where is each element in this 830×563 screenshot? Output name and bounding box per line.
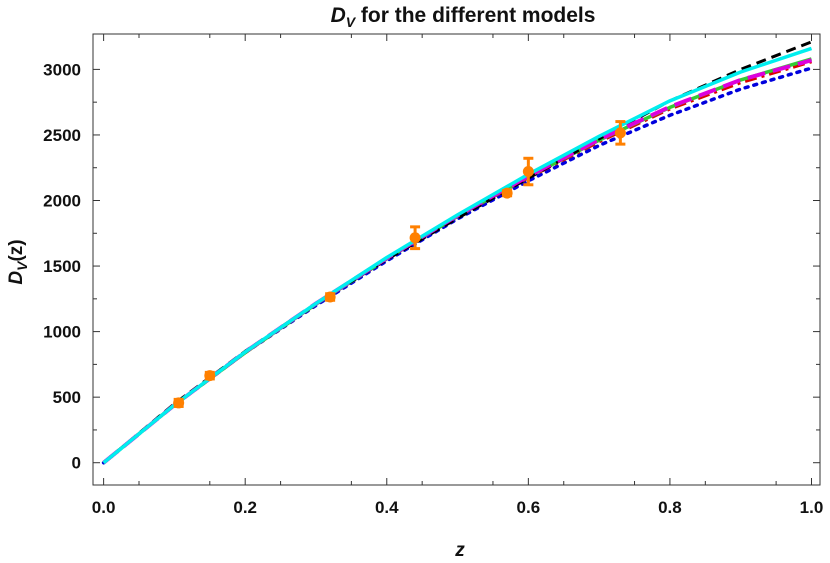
series-line-3 [102, 40, 813, 464]
series-line-5 [102, 46, 813, 465]
x-tick-label: 0.8 [658, 498, 682, 517]
x-tick-label: 0.0 [92, 498, 116, 517]
data-point [409, 232, 421, 244]
data-point [204, 370, 216, 382]
x-tick-label: 0.4 [375, 498, 399, 517]
y-tick-label: 1500 [43, 257, 81, 276]
ticks-layer: 0.0 0.2 0.4 0.6 0.8 1.0 0 500 1000 1500 2000 2500 30… [43, 34, 823, 517]
chart-title: DV for the different models [331, 4, 596, 30]
data-point [614, 127, 626, 139]
data-point [522, 166, 534, 178]
y-tick-label: 0 [72, 454, 81, 473]
ylabel-group: DV(z) [6, 239, 30, 284]
y-tick-label: 500 [53, 388, 81, 407]
series-layer [101, 40, 814, 465]
series-line-0 [101, 66, 814, 465]
x-tick-label: 1.0 [800, 498, 824, 517]
series-line-4 [102, 58, 813, 465]
y-tick-label: 3000 [43, 60, 81, 79]
data-point [324, 291, 336, 303]
plot-frame [92, 33, 821, 486]
series-line-2 [102, 57, 813, 465]
x-axis-label: z [454, 540, 465, 561]
x-tick-label: 0.2 [233, 498, 257, 517]
y-tick-label: 1000 [43, 323, 81, 342]
points-layer [173, 120, 626, 409]
series-line-1 [102, 59, 813, 465]
y-tick-label: 2500 [43, 126, 81, 145]
y-tick-label: 2000 [43, 192, 81, 211]
x-tick-label: 0.6 [517, 498, 541, 517]
data-point [173, 397, 185, 409]
y-axis-label: DV(z) [6, 239, 30, 284]
data-point [501, 187, 513, 199]
